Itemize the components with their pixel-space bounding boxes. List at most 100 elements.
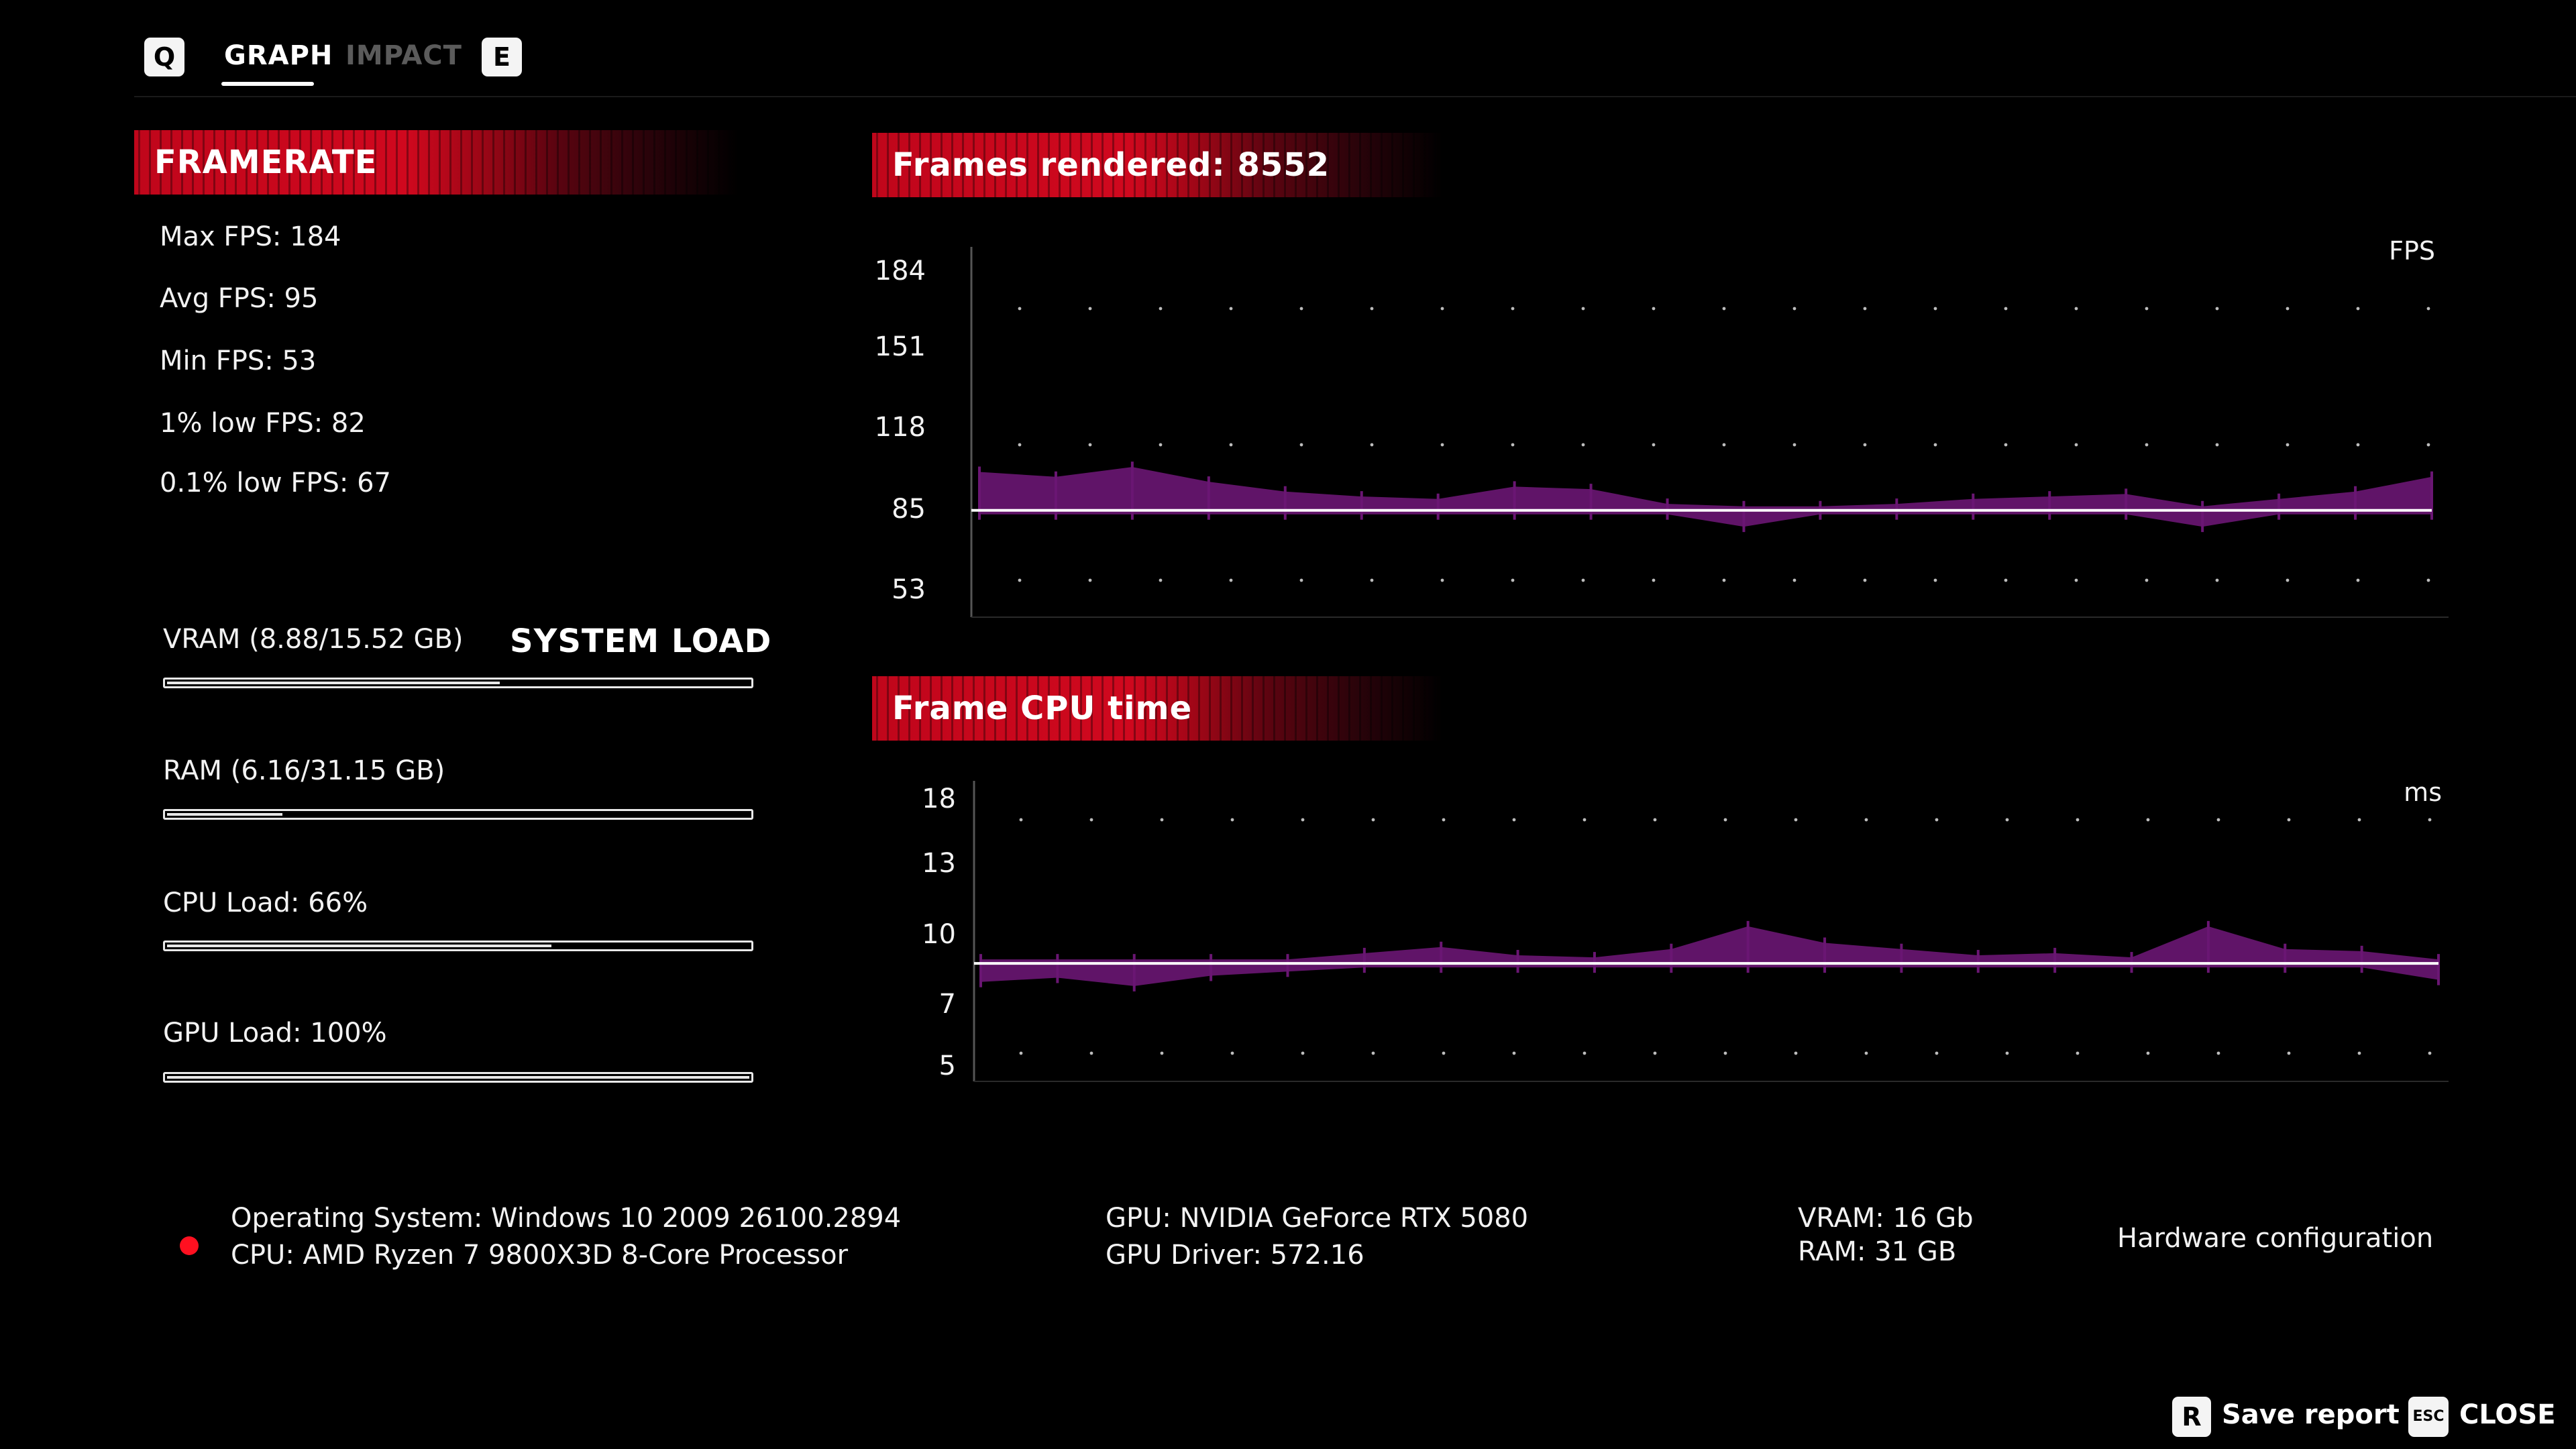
grid-dot [1723, 818, 1727, 822]
cpu-tick-label: 10 [922, 919, 956, 950]
grid-dot [1935, 818, 1939, 822]
grid-dot [1863, 307, 1867, 311]
grid-dot [2428, 818, 2432, 822]
grid-dot [1371, 1051, 1375, 1055]
fps-tick-label: 53 [892, 574, 926, 605]
grid-dot [1933, 307, 1937, 311]
grid-dot [1582, 1051, 1587, 1055]
grid-dot [1653, 1051, 1657, 1055]
grid-dot [2286, 443, 2290, 447]
grid-dot [2426, 443, 2430, 447]
grid-dot [1088, 307, 1092, 311]
grid-dot [2287, 818, 2291, 822]
point-one-percent-low-stat: 0.1% low FPS: 67 [160, 468, 391, 498]
grid-dot [1723, 1051, 1727, 1055]
grid-dot [2005, 818, 2009, 822]
frames-rendered-title: Frames rendered: 8552 [892, 146, 1330, 184]
ram-load-fill [167, 813, 282, 816]
one-percent-low-stat: 1% low FPS: 82 [160, 408, 366, 439]
grid-dot [2074, 578, 2078, 582]
grid-dot [2286, 578, 2290, 582]
grid-dot [1442, 818, 1446, 822]
grid-dot [1301, 818, 1305, 822]
close-button[interactable]: CLOSE [2459, 1399, 2556, 1430]
grid-dot [1089, 1051, 1093, 1055]
gpu-load-fill [167, 1076, 749, 1079]
grid-dot [1019, 1051, 1023, 1055]
grid-dot [1370, 578, 1374, 582]
grid-dot [1299, 578, 1303, 582]
grid-dot [1511, 578, 1515, 582]
fps-grid [1018, 307, 2430, 582]
series-area [981, 926, 2438, 986]
grid-dot [2357, 1051, 2361, 1055]
grid-dot [1652, 443, 1656, 447]
cpu-tick-label: 5 [939, 1051, 956, 1081]
grid-dot [1370, 443, 1374, 447]
grid-dot [1301, 1051, 1305, 1055]
grid-dot [1935, 1051, 1939, 1055]
grid-dot [2145, 578, 2149, 582]
cpu-grid [1019, 818, 2432, 1055]
grid-dot [1653, 818, 1657, 822]
grid-dot [1512, 818, 1516, 822]
grid-dot [1160, 818, 1164, 822]
cpu-tick-label: 7 [939, 989, 956, 1020]
grid-dot [1440, 307, 1444, 311]
gpu-driver-info: GPU Driver: 572.16 [1106, 1240, 1364, 1271]
cpu-load-bar [163, 941, 753, 951]
save-report-button[interactable]: Save report [2222, 1399, 2400, 1430]
grid-dot [2074, 443, 2078, 447]
grid-dot [1581, 443, 1585, 447]
grid-dot [2426, 307, 2430, 311]
gpu-load-bar [163, 1072, 753, 1083]
grid-dot [1230, 818, 1234, 822]
grid-dot [1159, 443, 1163, 447]
grid-dot [1933, 443, 1937, 447]
save-report-key[interactable]: R [2172, 1397, 2211, 1437]
cpu-tick-label: 18 [922, 784, 956, 814]
fps-tick-label: 184 [875, 256, 926, 286]
grid-dot [1160, 1051, 1164, 1055]
next-tab-key[interactable]: E [482, 38, 522, 76]
grid-dot [2426, 578, 2430, 582]
fps-tick-label: 118 [875, 412, 926, 443]
grid-dot [1230, 1051, 1234, 1055]
grid-dot [1582, 818, 1587, 822]
grid-dot [1371, 818, 1375, 822]
tab-graph[interactable]: GRAPH [224, 40, 333, 71]
grid-dot [1018, 443, 1022, 447]
fps-tick-label: 151 [875, 331, 926, 362]
frames-rendered-header: Frames rendered: 8552 [872, 133, 1442, 197]
grid-dot [2356, 307, 2360, 311]
grid-dot [1019, 818, 1023, 822]
grid-dot [1442, 1051, 1446, 1055]
grid-dot [2005, 1051, 2009, 1055]
close-key[interactable]: ESC [2408, 1397, 2449, 1437]
grid-dot [2428, 1051, 2432, 1055]
grid-dot [1581, 307, 1585, 311]
prev-tab-key[interactable]: Q [144, 38, 184, 76]
grid-dot [1792, 578, 1796, 582]
vram-load-bar [163, 678, 753, 688]
grid-dot [2004, 578, 2008, 582]
fps-tick-label: 85 [892, 494, 926, 525]
ram-load-label: RAM (6.16/31.15 GB) [163, 755, 445, 786]
ram-info: RAM: 31 GB [1798, 1236, 1957, 1267]
grid-dot [2287, 1051, 2291, 1055]
grid-dot [1229, 578, 1233, 582]
tab-impact[interactable]: IMPACT [345, 40, 462, 71]
grid-dot [2004, 307, 2008, 311]
grid-dot [1652, 307, 1656, 311]
grid-dot [1018, 307, 1022, 311]
frame-cpu-time-header: Frame CPU time [872, 676, 1442, 741]
os-info: Operating System: Windows 10 2009 26100.… [231, 1203, 902, 1234]
system-load-title: SYSTEM LOAD [510, 623, 772, 660]
grid-dot [1864, 1051, 1868, 1055]
grid-dot [2076, 818, 2080, 822]
grid-dot [1863, 578, 1867, 582]
grid-dot [2356, 578, 2360, 582]
grid-dot [1159, 307, 1163, 311]
grid-dot [2145, 443, 2149, 447]
grid-dot [2286, 307, 2290, 311]
